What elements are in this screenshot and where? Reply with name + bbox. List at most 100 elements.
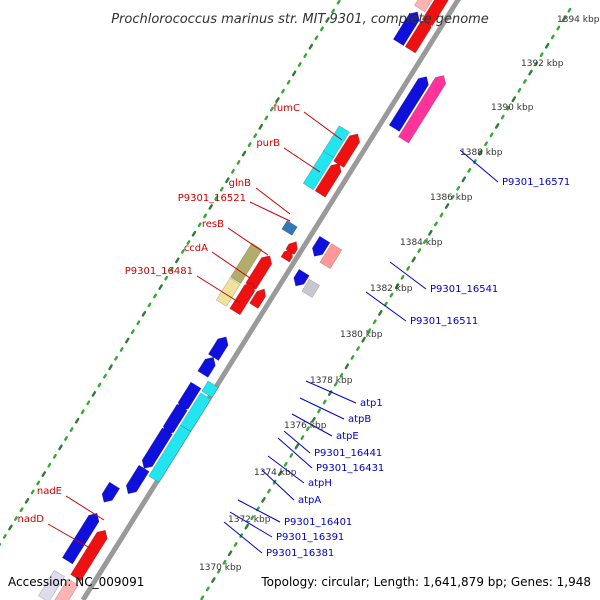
leader-line (196, 275, 241, 304)
kbp-scale-label: 1392 kbp (521, 59, 564, 69)
tick-dot (489, 132, 494, 138)
tick-dot (331, 8, 336, 14)
genome-backbone (80, 0, 461, 600)
kbp-scale-label: 1372 kbp (228, 515, 271, 525)
kbp-scale-label: 1394 kbp (557, 15, 600, 25)
tick-dot (433, 221, 438, 227)
leader-line (227, 227, 269, 256)
tick-dot (275, 97, 280, 104)
leader-line (365, 291, 407, 322)
leader-line (283, 430, 311, 454)
tick-dot (219, 186, 224, 192)
gene-feature (249, 288, 266, 309)
leader-line (65, 495, 105, 521)
gene-label-forward: P9301_16521 (178, 193, 246, 204)
tick-dot (325, 17, 330, 23)
gene-label-reverse: P9301_16431 (316, 463, 384, 474)
tick-dot (461, 176, 467, 183)
tick-dot (180, 249, 185, 254)
tick-dot (294, 443, 300, 450)
tick-dot (203, 213, 208, 219)
tick-dot (406, 266, 411, 271)
tick-dot (216, 568, 221, 574)
tick-dot (523, 79, 527, 84)
leader-line (305, 380, 357, 404)
leader-line (255, 187, 291, 215)
tick-dot (350, 355, 355, 360)
tick-dot (400, 274, 405, 280)
tick-dot (336, 0, 341, 5)
tick-dot (506, 105, 511, 111)
gene-label-forward: P9301_16481 (125, 266, 193, 277)
kbp-scale-label: 1382 kbp (370, 284, 413, 294)
tick-dot (253, 133, 258, 139)
left-tick-track (0, 0, 341, 547)
gene-label-forward: glnB (229, 178, 251, 189)
tick-dot (317, 408, 322, 414)
tick-dot (344, 363, 350, 370)
gene-feature (70, 529, 108, 582)
leader-line (299, 397, 345, 420)
tick-dot (269, 106, 274, 112)
tick-dot (383, 301, 388, 307)
tick-dot (556, 25, 561, 31)
tick-dot (247, 142, 252, 148)
tick-dot (456, 185, 461, 191)
gene-label-reverse: atpH (308, 478, 332, 489)
gene-feature (125, 464, 150, 495)
leader-line (237, 499, 281, 523)
tick-dot (158, 284, 163, 290)
tick-dot (147, 302, 152, 308)
tick-dot (119, 347, 124, 352)
kbp-scale-label: 1378 kbp (310, 376, 353, 386)
leader-line (267, 455, 305, 484)
gene-feature-track (38, 0, 449, 600)
gene-label-forward: fumC (273, 103, 300, 114)
tick-dot (250, 515, 255, 521)
tick-dot (394, 283, 400, 290)
tick-dot (320, 26, 324, 32)
tick-dot (41, 471, 47, 477)
tick-dot (86, 400, 91, 406)
tick-dot (550, 34, 555, 40)
gene-feature (201, 380, 219, 398)
tick-dot (69, 427, 74, 432)
kbp-scale-label: 1380 kbp (340, 330, 383, 340)
gene-feature (293, 268, 310, 287)
gene-feature (280, 248, 293, 263)
kbp-scale-label: 1370 kbp (199, 563, 242, 573)
tick-dot (467, 168, 472, 173)
leader-line (459, 149, 499, 183)
tick-dot (36, 480, 41, 486)
tick-dot (561, 16, 567, 23)
tick-dot (494, 123, 500, 129)
gene-feature (207, 336, 229, 361)
gene-feature (54, 578, 79, 600)
tick-dot (103, 373, 107, 379)
gene-feature (314, 163, 342, 198)
tick-dot (367, 328, 372, 334)
tick-dot (47, 462, 52, 468)
tick-dot (222, 559, 227, 565)
kbp-scale-label: 1384 kbp (400, 238, 443, 248)
tick-dot (300, 435, 305, 440)
gene-feature (319, 243, 343, 270)
leader-line (47, 523, 91, 549)
tick-dot (114, 355, 119, 361)
gene-label-forward: resB (202, 219, 224, 230)
gene-feature (301, 278, 320, 298)
tick-dot (124, 337, 130, 344)
tick-dot (225, 177, 230, 184)
tick-dot (244, 523, 250, 530)
tick-dot (444, 203, 450, 209)
tick-dot (534, 61, 539, 67)
leader-line (283, 147, 321, 173)
gene-feature (38, 569, 65, 600)
gene-feature (312, 235, 331, 257)
tick-dot (372, 319, 377, 325)
tick-dot (153, 293, 157, 299)
gene-label-forward: purB (256, 138, 280, 149)
gene-feature (215, 277, 241, 307)
tick-dot (544, 42, 550, 49)
